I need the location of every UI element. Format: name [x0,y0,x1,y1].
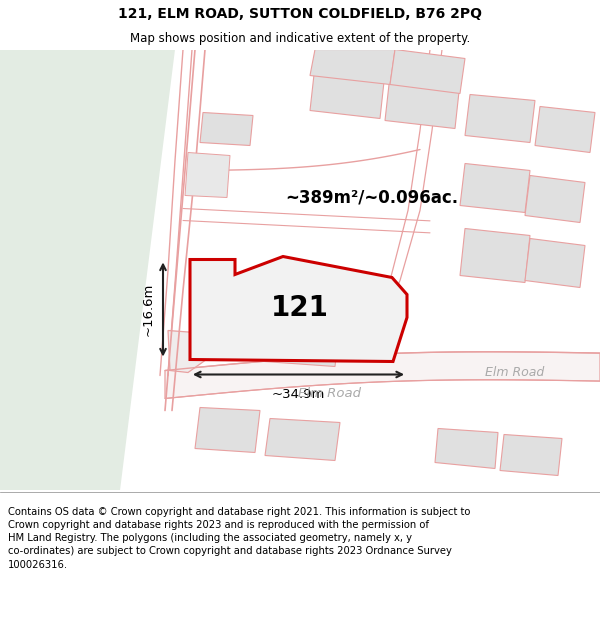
Polygon shape [165,352,600,399]
Polygon shape [460,164,530,212]
Polygon shape [500,434,562,476]
Polygon shape [200,112,253,146]
Polygon shape [525,239,585,288]
Polygon shape [465,94,535,142]
Polygon shape [168,331,205,372]
Polygon shape [265,419,340,461]
Text: ~389m²/~0.096ac.: ~389m²/~0.096ac. [285,189,458,206]
Text: Contains OS data © Crown copyright and database right 2021. This information is : Contains OS data © Crown copyright and d… [8,507,470,569]
Polygon shape [435,429,498,469]
Polygon shape [190,256,407,361]
Text: Elm Road: Elm Road [485,366,545,379]
Polygon shape [195,408,260,452]
Polygon shape [250,318,340,366]
Polygon shape [310,49,395,84]
Polygon shape [390,49,465,94]
Polygon shape [525,176,585,222]
Polygon shape [535,106,595,152]
Polygon shape [310,66,385,119]
Text: 121: 121 [271,294,329,321]
Text: 121, ELM ROAD, SUTTON COLDFIELD, B76 2PQ: 121, ELM ROAD, SUTTON COLDFIELD, B76 2PQ [118,7,482,21]
Polygon shape [460,229,530,282]
Text: Map shows position and indicative extent of the property.: Map shows position and indicative extent… [130,32,470,45]
Text: ~34.9m: ~34.9m [272,389,325,401]
Polygon shape [385,76,460,129]
Text: ~16.6m: ~16.6m [142,282,155,336]
Text: Elm Road: Elm Road [299,387,361,400]
Polygon shape [250,291,340,326]
Polygon shape [0,49,175,491]
Polygon shape [185,152,230,198]
